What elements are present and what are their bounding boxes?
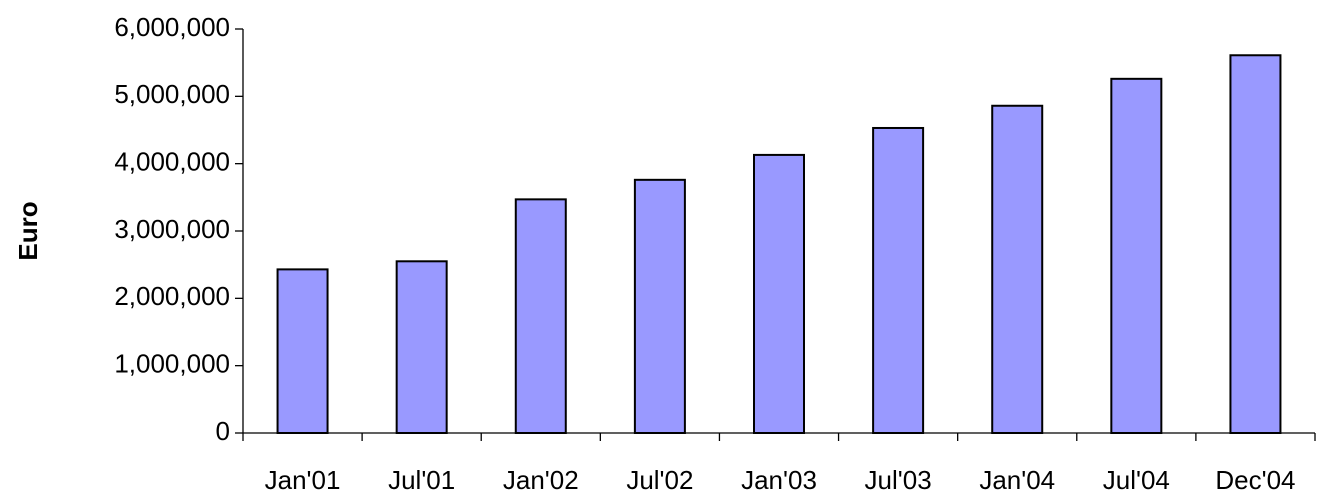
x-tick-label: Jul'03 bbox=[865, 465, 932, 495]
x-tick-label: Jan'01 bbox=[265, 465, 341, 495]
y-tick-label: 3,000,000 bbox=[114, 214, 230, 244]
bar bbox=[395, 260, 448, 434]
bar bbox=[872, 126, 925, 434]
bar bbox=[991, 104, 1044, 434]
y-tick-label: 2,000,000 bbox=[114, 281, 230, 311]
bar bbox=[276, 268, 329, 434]
bar bbox=[514, 198, 567, 434]
y-axis-label: Euro bbox=[13, 201, 43, 260]
y-tick-label: 6,000,000 bbox=[114, 12, 230, 42]
y-tick-label: 1,000,000 bbox=[114, 349, 230, 379]
y-tick-label: 4,000,000 bbox=[114, 147, 230, 177]
bar bbox=[753, 153, 805, 434]
x-tick-label: Jul'04 bbox=[1103, 465, 1170, 495]
y-tick-label: 5,000,000 bbox=[114, 79, 230, 109]
x-tick-label: Jan'03 bbox=[741, 465, 817, 495]
bar bbox=[1229, 54, 1282, 434]
y-tick-label: 0 bbox=[216, 416, 230, 446]
bar bbox=[633, 178, 686, 434]
x-tick-label: Jul'02 bbox=[626, 465, 693, 495]
x-tick-label: Jan'04 bbox=[979, 465, 1055, 495]
bar bbox=[1110, 77, 1163, 435]
x-tick-label: Jan'02 bbox=[503, 465, 579, 495]
x-tick-label: Dec'04 bbox=[1215, 465, 1295, 495]
x-tick-label: Jul'01 bbox=[388, 465, 455, 495]
